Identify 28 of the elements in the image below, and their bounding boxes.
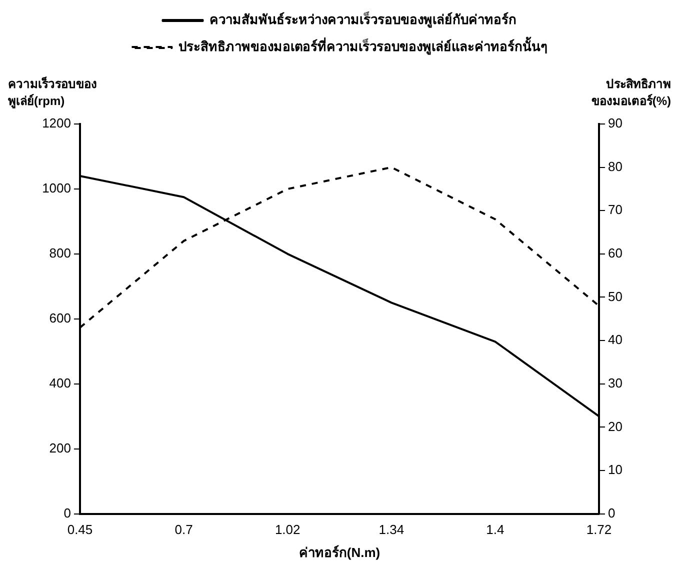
y-axis-title: ความเร็วรอบของ พูเล่ย์(rpm) [8,76,98,110]
y2-tick-label: 70 [608,202,622,218]
y-tick-label: 1000 [42,180,71,196]
y2-tick-label: 90 [608,116,622,131]
y2-tick-label: 50 [608,288,622,304]
x-tick-label: 1.72 [586,522,612,538]
x-tick-label: 0.7 [174,522,193,538]
x-tick-label: 1.02 [274,522,300,538]
y-tick-label: 800 [49,246,71,261]
x-axis-title: ค่าทอร์ก(N.m) [298,544,380,560]
x-tick-label: 0.45 [67,522,93,538]
legend-label: ความสัมพันธ์ระหว่างความเร็วรอบของพูเล่ย์กับค่าทอร์ก [209,10,516,28]
y2-tick-label: 40 [608,332,622,348]
y2-axis-title: ประสิทธิภาพ ของมอเตอร์(%) [590,76,671,110]
legend-label: ประสิทธิภาพของมอเตอร์ที่ความเร็วรอบของพูเล่ย์และค่าทอร์กนั้นๆ [178,36,548,56]
y2-tick-label: 80 [608,158,622,174]
x-tick-label: 1.34 [378,522,404,538]
y2-tick-label: 0 [608,505,616,520]
y-tick-label: 600 [49,310,71,326]
y2-tick-label: 60 [608,246,622,261]
y2-tick-label: 10 [608,462,622,478]
y2-tick-label: 30 [608,375,622,390]
y2-tick-label: 20 [608,418,622,434]
y-tick-label: 200 [49,440,71,456]
y-tick-label: 400 [49,375,71,390]
y-tick-label: 0 [64,505,71,520]
y-tick-label: 1200 [42,116,71,131]
x-tick-label: 1.4 [486,522,504,538]
